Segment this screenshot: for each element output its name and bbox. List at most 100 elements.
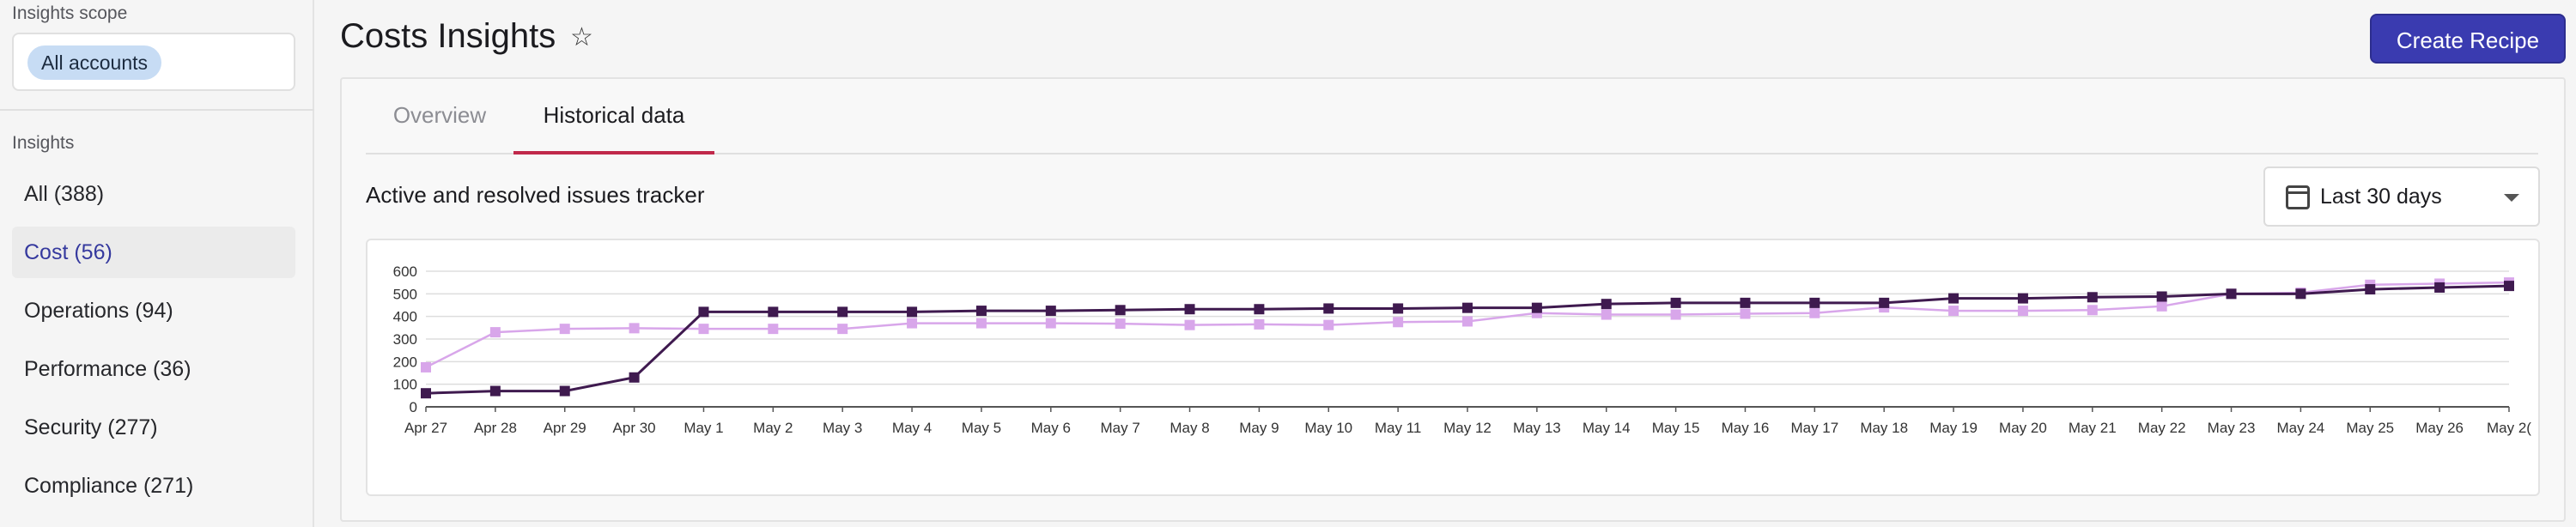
data-point — [837, 306, 848, 318]
x-tick-label: May 18 — [1860, 420, 1908, 436]
data-point — [2017, 306, 2028, 317]
x-tick-label: May 6 — [1031, 420, 1071, 436]
x-tick-label: May 3 — [823, 420, 862, 436]
x-tick-label: May 8 — [1170, 420, 1209, 436]
x-tick-label: May 25 — [2346, 420, 2394, 436]
sidebar-item-cost[interactable]: Cost (56) — [12, 227, 295, 278]
data-point — [1393, 303, 1404, 314]
y-tick-label: 400 — [393, 309, 417, 325]
data-point — [629, 372, 640, 383]
calendar-icon — [2286, 185, 2310, 209]
data-point — [1809, 307, 1820, 318]
create-recipe-button[interactable]: Create Recipe — [2370, 14, 2566, 64]
tab-historical-data[interactable]: Historical data — [513, 79, 714, 154]
tab-overview[interactable]: Overview — [392, 102, 487, 128]
sidebar-item-security[interactable]: Security (277) — [24, 415, 158, 439]
x-tick-label: May 14 — [1583, 420, 1631, 436]
data-point — [2365, 284, 2376, 295]
data-point — [1462, 302, 1473, 313]
data-point — [1393, 317, 1404, 328]
data-point — [837, 324, 848, 335]
data-point — [975, 318, 987, 329]
data-point — [1670, 309, 1681, 320]
insights-scope-label: Insights scope — [12, 3, 128, 23]
data-point — [907, 306, 918, 318]
x-tick-label: May 23 — [2208, 420, 2256, 436]
data-point — [1601, 299, 1612, 310]
y-tick-label: 500 — [393, 286, 417, 302]
x-tick-label: May 13 — [1513, 420, 1561, 436]
data-point — [1115, 318, 1126, 330]
data-point — [489, 385, 501, 397]
data-point — [1601, 309, 1612, 320]
data-point — [1948, 293, 1959, 304]
star-outline-icon[interactable]: ☆ — [570, 23, 593, 51]
x-tick-label: May 10 — [1304, 420, 1352, 436]
insights-section-label: Insights — [12, 133, 75, 153]
x-tick-label: May 2( — [2487, 420, 2531, 436]
x-tick-label: May 2 — [753, 420, 793, 436]
y-tick-label: 0 — [410, 399, 417, 415]
x-tick-label: May 19 — [1929, 420, 1978, 436]
data-point — [1254, 318, 1265, 330]
y-tick-label: 200 — [393, 354, 417, 370]
x-tick-label: May 5 — [962, 420, 1001, 436]
chart-svg: 0 100 200 300 400 500 600 Apr 27 Apr 28 Apr 29 Apr… — [393, 264, 2532, 436]
data-point — [1879, 297, 1890, 308]
data-point — [489, 327, 501, 338]
data-point — [2156, 291, 2167, 302]
y-tick-label: 600 — [393, 264, 417, 280]
x-tick-label: May 21 — [2069, 420, 2117, 436]
data-point — [768, 324, 779, 335]
sidebar-divider — [0, 109, 314, 111]
data-point — [2226, 288, 2237, 300]
data-point — [559, 385, 570, 397]
data-point — [1323, 319, 1334, 330]
x-tick-label: May 22 — [2138, 420, 2186, 436]
x-tick-label: May 24 — [2277, 420, 2325, 436]
x-tick-label: May 15 — [1652, 420, 1700, 436]
y-tick-label: 300 — [393, 331, 417, 348]
x-tick-label: May 12 — [1443, 420, 1492, 436]
x-tick-label: Apr 27 — [404, 420, 447, 436]
data-point — [768, 306, 779, 318]
data-point — [559, 324, 570, 335]
x-tick-label: May 7 — [1101, 420, 1140, 436]
x-tick-label: May 4 — [892, 420, 932, 436]
data-point — [1740, 308, 1751, 319]
data-point — [2295, 288, 2306, 300]
caret-down-icon — [2504, 194, 2519, 202]
data-point — [1184, 304, 1195, 315]
sidebar-item-compliance[interactable]: Compliance (271) — [24, 474, 194, 498]
data-point — [1670, 297, 1681, 308]
data-point — [2017, 293, 2028, 304]
scope-selector[interactable]: All accounts — [12, 33, 295, 91]
x-tick-label: Apr 30 — [613, 420, 656, 436]
x-tick-label: Apr 28 — [474, 420, 517, 436]
scope-chip-all-accounts[interactable]: All accounts — [27, 45, 162, 80]
x-tick-label: May 11 — [1375, 420, 1422, 436]
tracker-title: Active and resolved issues tracker — [366, 182, 705, 208]
data-point — [1323, 303, 1334, 314]
data-point — [421, 388, 431, 399]
data-point — [698, 324, 709, 335]
issues-chart: 0 100 200 300 400 500 600 Apr 27 Apr 28 Apr 29 Apr… — [366, 239, 2540, 496]
data-point — [2156, 300, 2167, 312]
date-range-select[interactable]: Last 30 days — [2263, 167, 2540, 227]
data-point — [1115, 305, 1126, 316]
data-point — [907, 318, 918, 329]
data-point — [1462, 316, 1473, 327]
sidebar-item-operations[interactable]: Operations (94) — [24, 299, 173, 323]
data-point — [1809, 297, 1820, 308]
data-point — [2087, 292, 2098, 303]
date-range-value: Last 30 days — [2320, 185, 2442, 209]
sidebar-item-all[interactable]: All (388) — [24, 182, 105, 206]
y-tick-label: 100 — [393, 377, 417, 393]
sidebar-item-performance[interactable]: Performance (36) — [24, 357, 191, 381]
data-point — [698, 306, 709, 318]
data-point — [421, 361, 431, 373]
x-tick-label: Apr 29 — [544, 420, 586, 436]
data-point — [2434, 282, 2445, 293]
sidebar: Insights scope All accounts Insights All… — [0, 0, 314, 527]
x-tick-label: May 16 — [1722, 420, 1770, 436]
